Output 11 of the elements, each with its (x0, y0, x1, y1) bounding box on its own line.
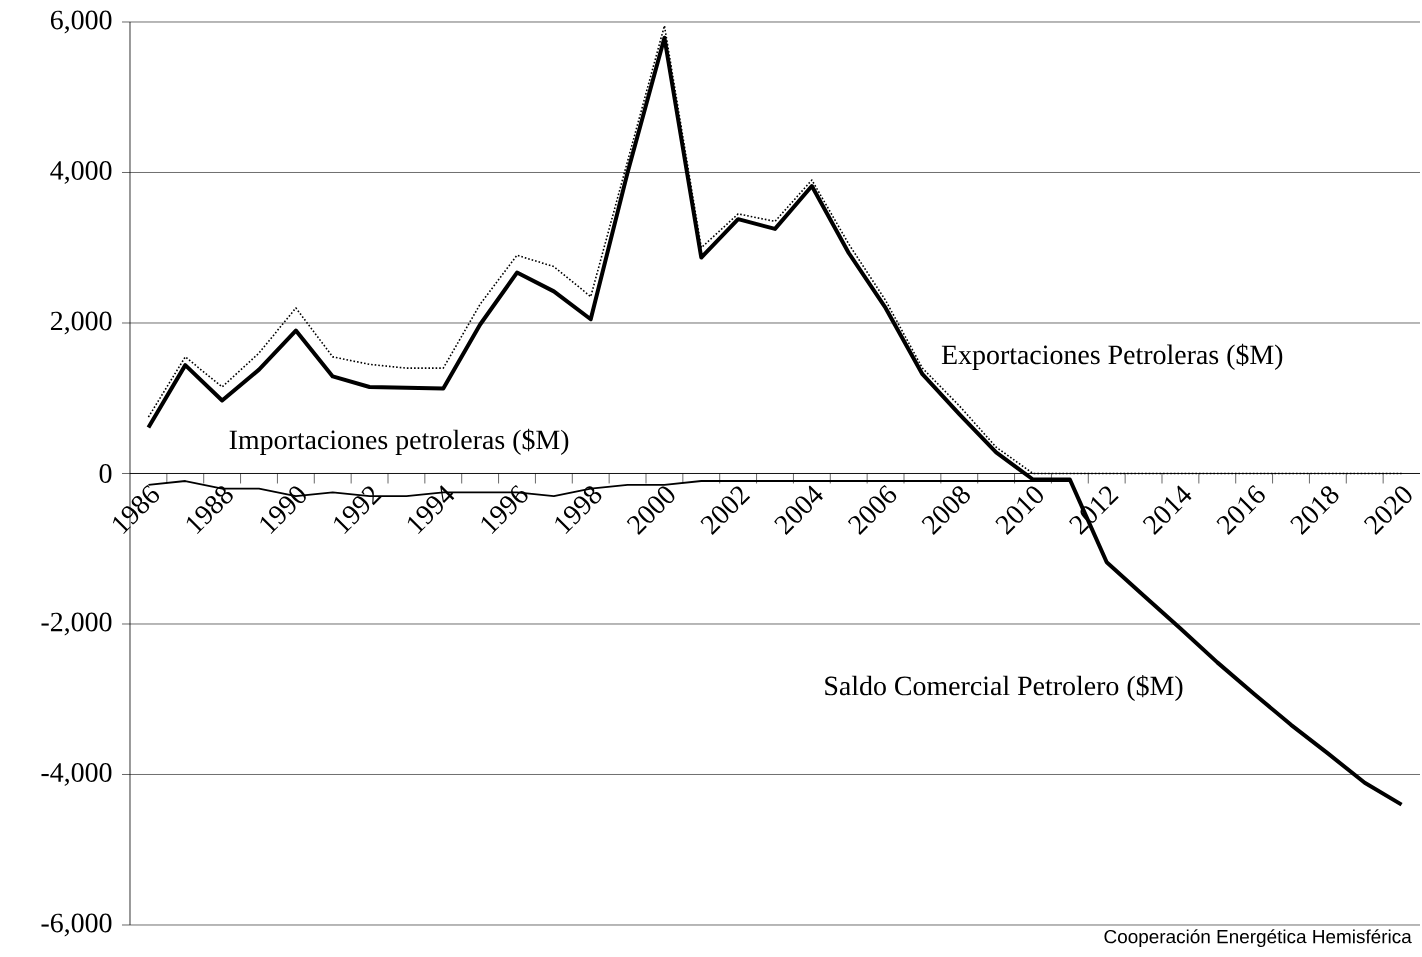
y-tick-label: 6,000 (50, 10, 112, 34)
y-tick-label: -6,000 (41, 913, 112, 937)
y-tick-label: 4,000 (50, 161, 112, 184)
series-label: Saldo Comercial Petrolero ($M) (825, 674, 1183, 702)
y-tick-label: -2,000 (41, 612, 112, 636)
series-label: Importaciones petroleras ($M) (229, 428, 569, 455)
y-tick-label: -4,000 (41, 763, 112, 786)
series-label: Exportaciones Petroleras ($M) (941, 343, 1283, 370)
y-tick-label: 2,000 (50, 311, 112, 335)
text: Cooperación Energética Hemisférica (1104, 929, 1412, 948)
y-tick-label: 0 (99, 464, 112, 483)
